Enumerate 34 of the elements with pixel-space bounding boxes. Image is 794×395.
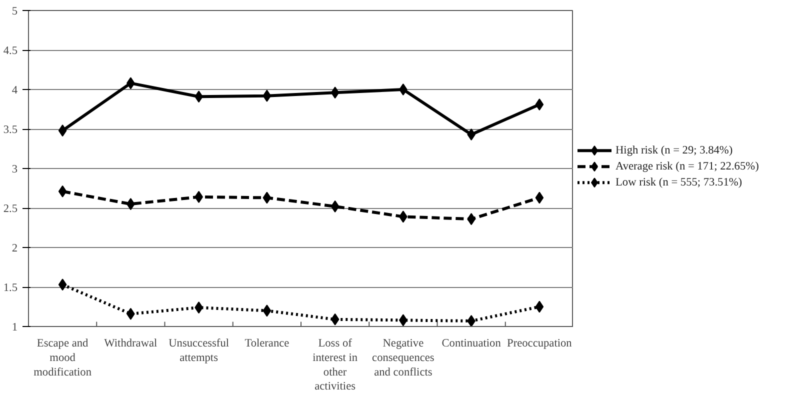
point <box>467 314 476 326</box>
y-tick-label: 5 <box>12 6 18 18</box>
y-tick-label: 2 <box>12 242 18 254</box>
x-tick-label: Continuation <box>442 338 502 350</box>
x-tick-label: Loss of interest in other activities <box>312 338 358 393</box>
point <box>58 278 67 291</box>
y-tick-label: 3.5 <box>3 124 18 136</box>
y-tick-label: 1 <box>12 322 18 334</box>
point <box>262 304 272 317</box>
legend-label: Average risk (n = 171; 22.65%) <box>616 160 760 173</box>
x-tick-label: Unsuccessful attempts <box>168 338 230 364</box>
y-tick-label: 4.5 <box>3 45 18 57</box>
point <box>330 313 340 326</box>
y-tick-label: 2.5 <box>3 203 18 215</box>
point <box>535 98 544 111</box>
legend-label: Low risk (n = 555; 73.51%) <box>616 176 742 189</box>
point <box>535 300 544 313</box>
point <box>58 124 67 137</box>
point <box>399 84 408 96</box>
x-tick-label: Negative consequences and conflicts <box>372 338 434 378</box>
point <box>535 192 544 204</box>
x-tick-label: Preoccupation <box>507 338 572 350</box>
y-tick-label: 4 <box>12 84 18 96</box>
y-tick-label: 3 <box>12 164 18 176</box>
point <box>58 185 67 198</box>
x-tick-label: Tolerance <box>244 338 290 350</box>
point <box>262 90 272 102</box>
x-tick-label: Withdrawal <box>104 338 158 350</box>
point <box>330 200 340 212</box>
point <box>262 192 272 204</box>
point <box>330 86 340 99</box>
y-tick-label: 1.5 <box>3 282 18 294</box>
legend-label: High risk (n = 29; 3.84%) <box>616 144 733 157</box>
x-tick-label: Escape and mood modification <box>34 338 92 378</box>
